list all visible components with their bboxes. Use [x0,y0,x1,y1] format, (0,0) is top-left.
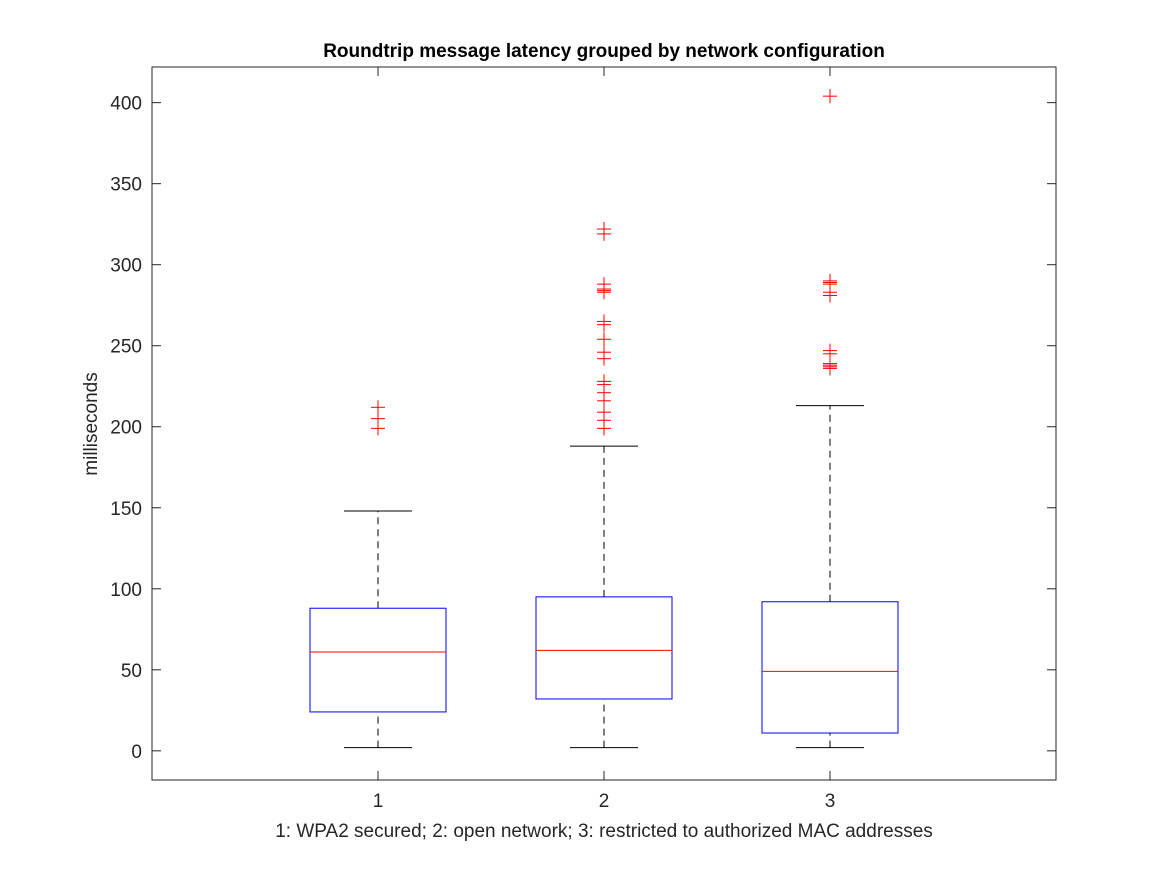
y-tick-label: 350 [110,175,142,196]
box-iqr [535,596,673,700]
outlier-point [823,89,837,104]
box-iqr [309,607,447,713]
y-tick-label: 150 [110,499,142,520]
x-tick-label: 2 [599,791,610,812]
box-iqr [761,601,899,734]
outlier-point [597,345,611,360]
outlier-point [597,314,611,329]
x-axis-label: 1: WPA2 secured; 2: open network; 3: res… [275,821,933,842]
plot-area: 0 50 100 150 200 250 300 350 400 1 2 3 [110,66,1057,812]
y-tick-label: 0 [131,742,142,763]
y-axis-label: milliseconds [81,372,102,475]
outlier-point [597,374,611,389]
y-tick-label: 100 [110,580,142,601]
outlier-point [823,343,837,358]
x-tick-label: 3 [825,791,836,812]
y-tick-label: 300 [110,256,142,277]
outlier-point [597,222,611,237]
x-tick-label: 1 [373,791,384,812]
y-tick-label: 50 [121,661,142,682]
outlier-point [597,277,611,292]
outlier-point [597,332,611,347]
y-tick-label: 200 [110,418,142,439]
y-tick-label: 400 [110,94,142,115]
y-tick-label: 250 [110,337,142,358]
chart-title: Roundtrip message latency grouped by net… [323,41,885,62]
outlier-point [371,400,385,415]
outlier-point [823,273,837,288]
